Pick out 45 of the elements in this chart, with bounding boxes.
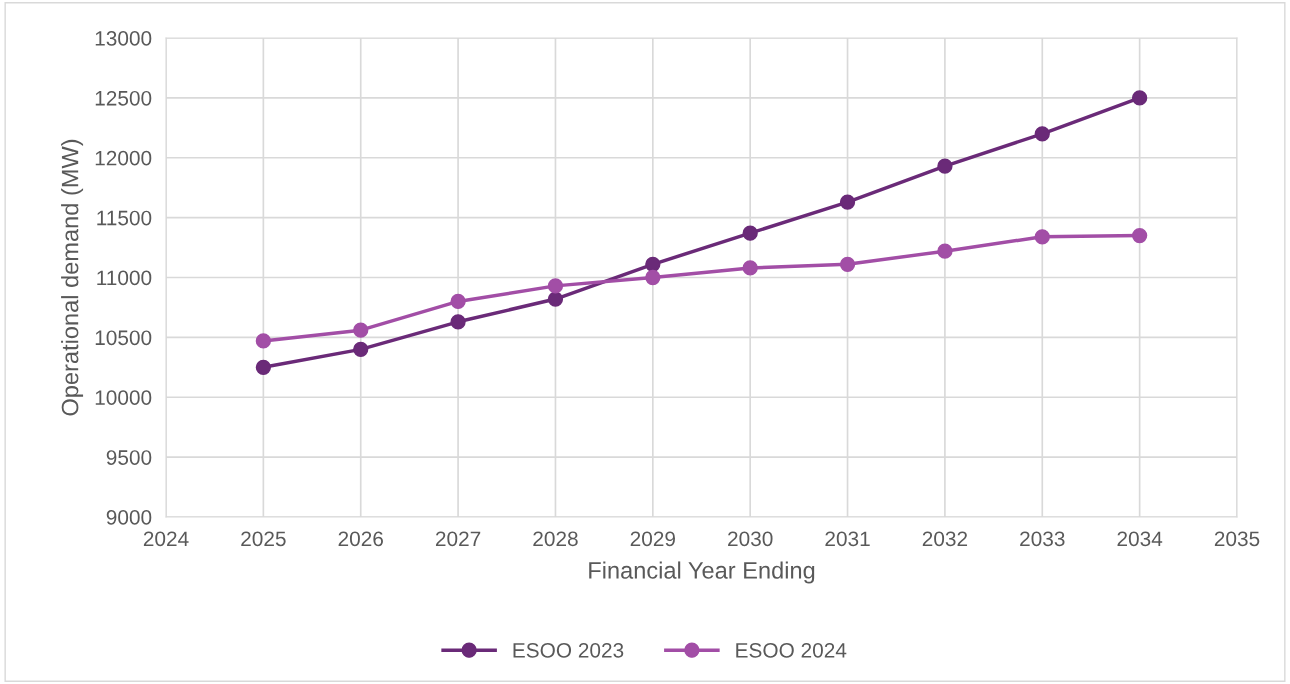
x-axis-title: Financial Year Ending — [589, 561, 815, 584]
y-tick-label: 11500 — [97, 210, 152, 226]
point — [547, 278, 564, 294]
x-tick-label: 2032 — [922, 531, 968, 547]
point — [1034, 229, 1050, 245]
x-tick-label: 2030 — [728, 531, 773, 547]
y-tick-label: 10000 — [95, 390, 152, 405]
point — [353, 322, 369, 338]
x-tick-label: 2025 — [241, 531, 286, 547]
x-tick-label: 2029 — [630, 531, 676, 547]
point — [1131, 227, 1148, 244]
y-tick-label: 11000 — [97, 270, 152, 286]
point — [547, 291, 564, 307]
y-axis-title: Operational demand (MW) — [61, 139, 84, 416]
x-tick-label: 2033 — [1020, 531, 1065, 547]
point — [450, 314, 466, 330]
point — [255, 359, 272, 375]
point — [353, 341, 369, 357]
point — [742, 260, 758, 276]
y-tick-label: 13000 — [95, 31, 152, 46]
x-tick-label: 2028 — [533, 531, 578, 547]
point — [645, 269, 661, 286]
point — [255, 333, 272, 349]
point — [839, 194, 856, 210]
y-tick-label: 12000 — [95, 150, 152, 166]
x-tick-label: 2026 — [338, 531, 383, 547]
point — [839, 256, 856, 272]
x-tick-label: 2034 — [1117, 531, 1163, 547]
legend-label: ESOO 2023 — [513, 642, 624, 658]
legend-label: ESOO 2024 — [736, 642, 847, 658]
x-tick-label: 2031 — [825, 531, 870, 547]
y-tick-label: 9500 — [106, 450, 152, 465]
point — [450, 293, 466, 310]
y-tick-label: 9000 — [106, 510, 152, 525]
point — [1034, 126, 1050, 142]
point — [742, 225, 758, 241]
point — [645, 256, 661, 272]
x-tick-label: 2027 — [435, 531, 481, 547]
point — [1131, 90, 1148, 106]
point — [937, 243, 953, 259]
point — [937, 158, 953, 174]
y-tick-label: 10500 — [95, 330, 152, 346]
x-tick-label: 2024 — [143, 531, 189, 547]
x-tick-label: 2035 — [1214, 531, 1260, 547]
y-tick-label: 12500 — [95, 90, 152, 106]
